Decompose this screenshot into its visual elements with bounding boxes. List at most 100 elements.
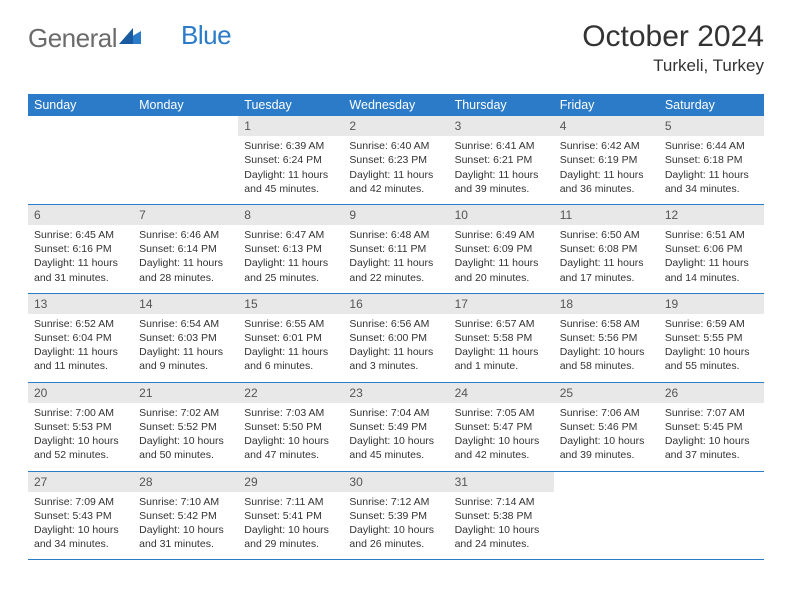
calendar-day-cell [133,116,238,204]
calendar-day-cell: 16Sunrise: 6:56 AMSunset: 6:00 PMDayligh… [343,293,448,382]
daylight-text: Daylight: 10 hours and 55 minutes. [665,345,758,373]
daylight-text: Daylight: 11 hours and 25 minutes. [244,256,337,284]
calendar-table: SundayMondayTuesdayWednesdayThursdayFrid… [28,94,764,560]
day-number: 31 [449,472,554,492]
sunrise-text: Sunrise: 6:52 AM [34,317,127,331]
day-content: Sunrise: 6:48 AMSunset: 6:11 PMDaylight:… [343,225,448,293]
day-number: 2 [343,116,448,136]
logo-triangle-icon [119,20,141,51]
month-title: October 2024 [582,20,764,54]
calendar-day-cell: 30Sunrise: 7:12 AMSunset: 5:39 PMDayligh… [343,471,448,560]
calendar-day-cell: 9Sunrise: 6:48 AMSunset: 6:11 PMDaylight… [343,204,448,293]
sunset-text: Sunset: 5:56 PM [560,331,653,345]
day-content: Sunrise: 6:56 AMSunset: 6:00 PMDaylight:… [343,314,448,382]
sunset-text: Sunset: 5:58 PM [455,331,548,345]
logo: General Blue [28,20,231,57]
calendar-day-cell: 25Sunrise: 7:06 AMSunset: 5:46 PMDayligh… [554,382,659,471]
day-number [659,472,764,492]
sunrise-text: Sunrise: 6:41 AM [455,139,548,153]
calendar-day-cell: 20Sunrise: 7:00 AMSunset: 5:53 PMDayligh… [28,382,133,471]
day-number: 6 [28,205,133,225]
day-number [28,116,133,136]
day-content [28,136,133,198]
day-number: 27 [28,472,133,492]
day-content: Sunrise: 7:09 AMSunset: 5:43 PMDaylight:… [28,492,133,560]
daylight-text: Daylight: 11 hours and 11 minutes. [34,345,127,373]
day-content: Sunrise: 7:14 AMSunset: 5:38 PMDaylight:… [449,492,554,560]
day-number: 17 [449,294,554,314]
calendar-day-cell: 12Sunrise: 6:51 AMSunset: 6:06 PMDayligh… [659,204,764,293]
sunset-text: Sunset: 6:23 PM [349,153,442,167]
day-number: 9 [343,205,448,225]
day-content: Sunrise: 7:04 AMSunset: 5:49 PMDaylight:… [343,403,448,471]
day-number: 7 [133,205,238,225]
daylight-text: Daylight: 11 hours and 22 minutes. [349,256,442,284]
sunrise-text: Sunrise: 6:44 AM [665,139,758,153]
daylight-text: Daylight: 10 hours and 39 minutes. [560,434,653,462]
day-content: Sunrise: 6:58 AMSunset: 5:56 PMDaylight:… [554,314,659,382]
sunset-text: Sunset: 5:49 PM [349,420,442,434]
daylight-text: Daylight: 11 hours and 9 minutes. [139,345,232,373]
day-number: 5 [659,116,764,136]
day-content: Sunrise: 6:41 AMSunset: 6:21 PMDaylight:… [449,136,554,204]
day-content: Sunrise: 6:39 AMSunset: 6:24 PMDaylight:… [238,136,343,204]
day-content: Sunrise: 6:40 AMSunset: 6:23 PMDaylight:… [343,136,448,204]
daylight-text: Daylight: 11 hours and 3 minutes. [349,345,442,373]
daylight-text: Daylight: 10 hours and 24 minutes. [455,523,548,551]
sunrise-text: Sunrise: 6:47 AM [244,228,337,242]
day-content: Sunrise: 6:42 AMSunset: 6:19 PMDaylight:… [554,136,659,204]
weekday-header: Tuesday [238,94,343,116]
day-number: 15 [238,294,343,314]
calendar-day-cell: 3Sunrise: 6:41 AMSunset: 6:21 PMDaylight… [449,116,554,204]
day-number: 4 [554,116,659,136]
day-content: Sunrise: 6:57 AMSunset: 5:58 PMDaylight:… [449,314,554,382]
day-content [554,492,659,554]
calendar-day-cell: 19Sunrise: 6:59 AMSunset: 5:55 PMDayligh… [659,293,764,382]
weekday-header: Sunday [28,94,133,116]
calendar-week-row: 6Sunrise: 6:45 AMSunset: 6:16 PMDaylight… [28,204,764,293]
daylight-text: Daylight: 11 hours and 20 minutes. [455,256,548,284]
sunrise-text: Sunrise: 7:10 AM [139,495,232,509]
day-number: 10 [449,205,554,225]
sunrise-text: Sunrise: 7:11 AM [244,495,337,509]
day-content: Sunrise: 6:51 AMSunset: 6:06 PMDaylight:… [659,225,764,293]
calendar-day-cell: 22Sunrise: 7:03 AMSunset: 5:50 PMDayligh… [238,382,343,471]
sunrise-text: Sunrise: 7:12 AM [349,495,442,509]
sunset-text: Sunset: 5:50 PM [244,420,337,434]
sunrise-text: Sunrise: 6:51 AM [665,228,758,242]
sunset-text: Sunset: 6:18 PM [665,153,758,167]
sunset-text: Sunset: 5:42 PM [139,509,232,523]
calendar-body: 1Sunrise: 6:39 AMSunset: 6:24 PMDaylight… [28,116,764,560]
day-number: 28 [133,472,238,492]
calendar-day-cell: 18Sunrise: 6:58 AMSunset: 5:56 PMDayligh… [554,293,659,382]
calendar-day-cell: 26Sunrise: 7:07 AMSunset: 5:45 PMDayligh… [659,382,764,471]
day-number: 13 [28,294,133,314]
daylight-text: Daylight: 11 hours and 14 minutes. [665,256,758,284]
calendar-day-cell: 10Sunrise: 6:49 AMSunset: 6:09 PMDayligh… [449,204,554,293]
sunrise-text: Sunrise: 6:50 AM [560,228,653,242]
day-number: 18 [554,294,659,314]
day-number: 30 [343,472,448,492]
calendar-day-cell [554,471,659,560]
sunrise-text: Sunrise: 6:56 AM [349,317,442,331]
day-content: Sunrise: 6:47 AMSunset: 6:13 PMDaylight:… [238,225,343,293]
calendar-day-cell: 4Sunrise: 6:42 AMSunset: 6:19 PMDaylight… [554,116,659,204]
calendar-day-cell [659,471,764,560]
sunrise-text: Sunrise: 6:55 AM [244,317,337,331]
logo-text-2: Blue [181,20,231,51]
sunrise-text: Sunrise: 7:05 AM [455,406,548,420]
sunset-text: Sunset: 5:46 PM [560,420,653,434]
calendar-day-cell: 29Sunrise: 7:11 AMSunset: 5:41 PMDayligh… [238,471,343,560]
day-content: Sunrise: 6:52 AMSunset: 6:04 PMDaylight:… [28,314,133,382]
day-content: Sunrise: 6:54 AMSunset: 6:03 PMDaylight:… [133,314,238,382]
day-content: Sunrise: 7:02 AMSunset: 5:52 PMDaylight:… [133,403,238,471]
sunrise-text: Sunrise: 7:02 AM [139,406,232,420]
sunset-text: Sunset: 5:38 PM [455,509,548,523]
sunset-text: Sunset: 5:47 PM [455,420,548,434]
title-block: October 2024 Turkeli, Turkey [582,20,764,76]
sunset-text: Sunset: 6:00 PM [349,331,442,345]
calendar-day-cell: 28Sunrise: 7:10 AMSunset: 5:42 PMDayligh… [133,471,238,560]
calendar-day-cell: 7Sunrise: 6:46 AMSunset: 6:14 PMDaylight… [133,204,238,293]
calendar-day-cell [28,116,133,204]
daylight-text: Daylight: 10 hours and 50 minutes. [139,434,232,462]
